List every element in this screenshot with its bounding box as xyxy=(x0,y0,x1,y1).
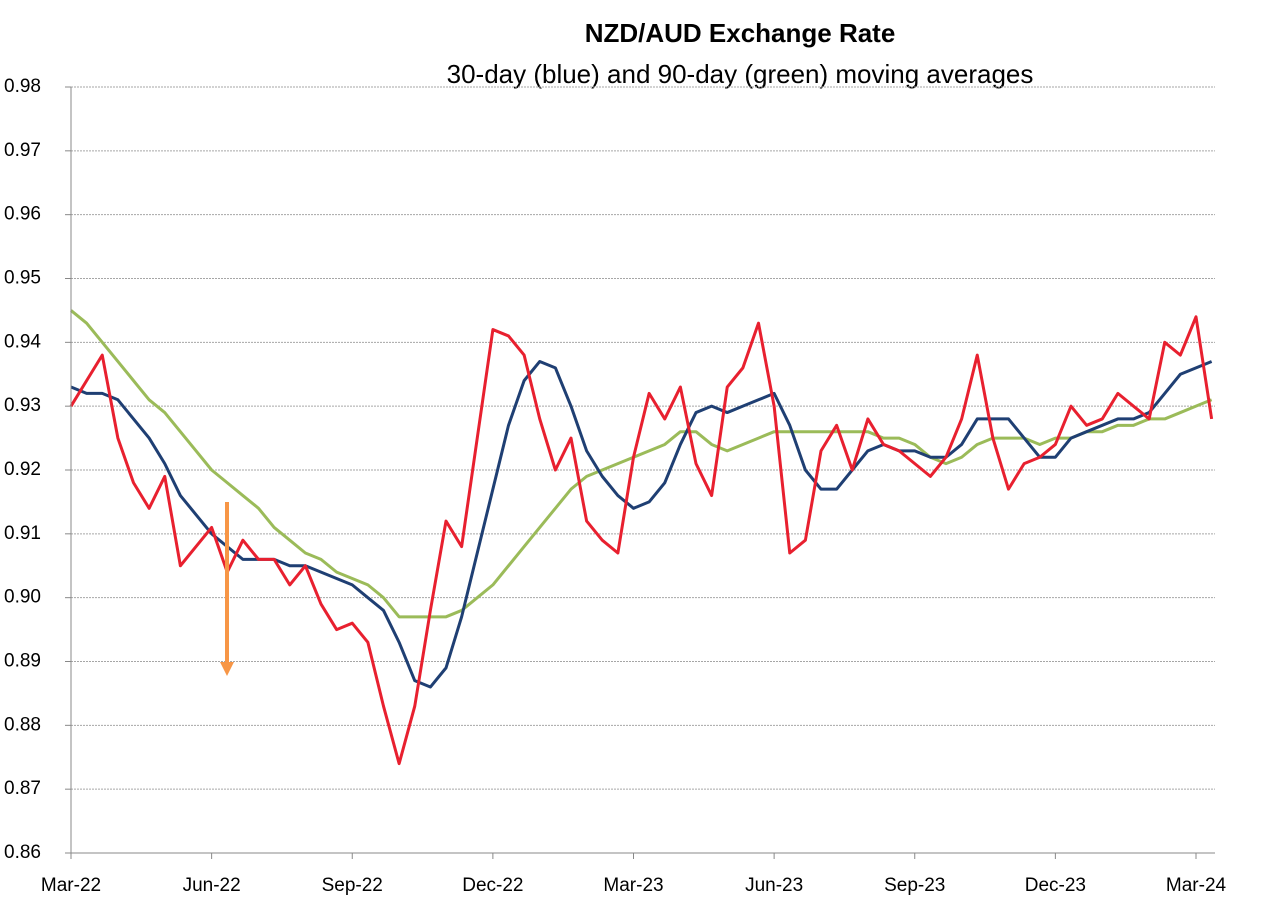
y-tick-label: 0.87 xyxy=(4,778,41,799)
arrow-head xyxy=(220,662,234,676)
x-tick-label: Mar-23 xyxy=(603,875,663,896)
series-line xyxy=(70,309,1213,619)
y-tick-label: 0.94 xyxy=(4,331,41,352)
y-tick-label: 0.86 xyxy=(4,842,41,863)
grid xyxy=(71,86,1215,854)
x-tick-label: Dec-22 xyxy=(462,875,523,896)
annotation-arrow xyxy=(220,502,234,676)
y-tick-label: 0.89 xyxy=(4,651,41,672)
lines xyxy=(69,309,1214,766)
axes: 0.86 0.87 0.88 0.89 0.90 0.91 0.92 0.93 0.94 0.95… xyxy=(4,76,1227,896)
y-tick-label: 0.90 xyxy=(4,587,41,608)
y-tick-label: 0.97 xyxy=(4,140,41,161)
y-tick-label: 0.92 xyxy=(4,459,41,480)
series-line xyxy=(70,359,1213,689)
y-tick-label: 0.93 xyxy=(4,395,41,416)
y-tick-label: 0.95 xyxy=(4,268,41,289)
series-line xyxy=(69,315,1214,766)
chart-subtitle: 30-day (blue) and 90-day (green) moving … xyxy=(447,59,1034,89)
x-tick-label: Mar-24 xyxy=(1166,875,1227,896)
y-tick-label: 0.96 xyxy=(4,204,41,225)
chart-title: NZD/AUD Exchange Rate xyxy=(585,18,896,48)
y-tick-label: 0.91 xyxy=(4,523,41,544)
y-tick-label: 0.88 xyxy=(4,714,41,735)
x-tick-label: Sep-23 xyxy=(884,875,945,896)
x-tick-label: Jun-23 xyxy=(745,875,803,896)
x-tick-label: Sep-22 xyxy=(322,875,383,896)
y-tick-label: 0.98 xyxy=(4,76,41,97)
x-tick-label: Mar-22 xyxy=(41,875,101,896)
x-tick-label: Jun-22 xyxy=(183,875,241,896)
x-tick-label: Dec-23 xyxy=(1025,875,1086,896)
